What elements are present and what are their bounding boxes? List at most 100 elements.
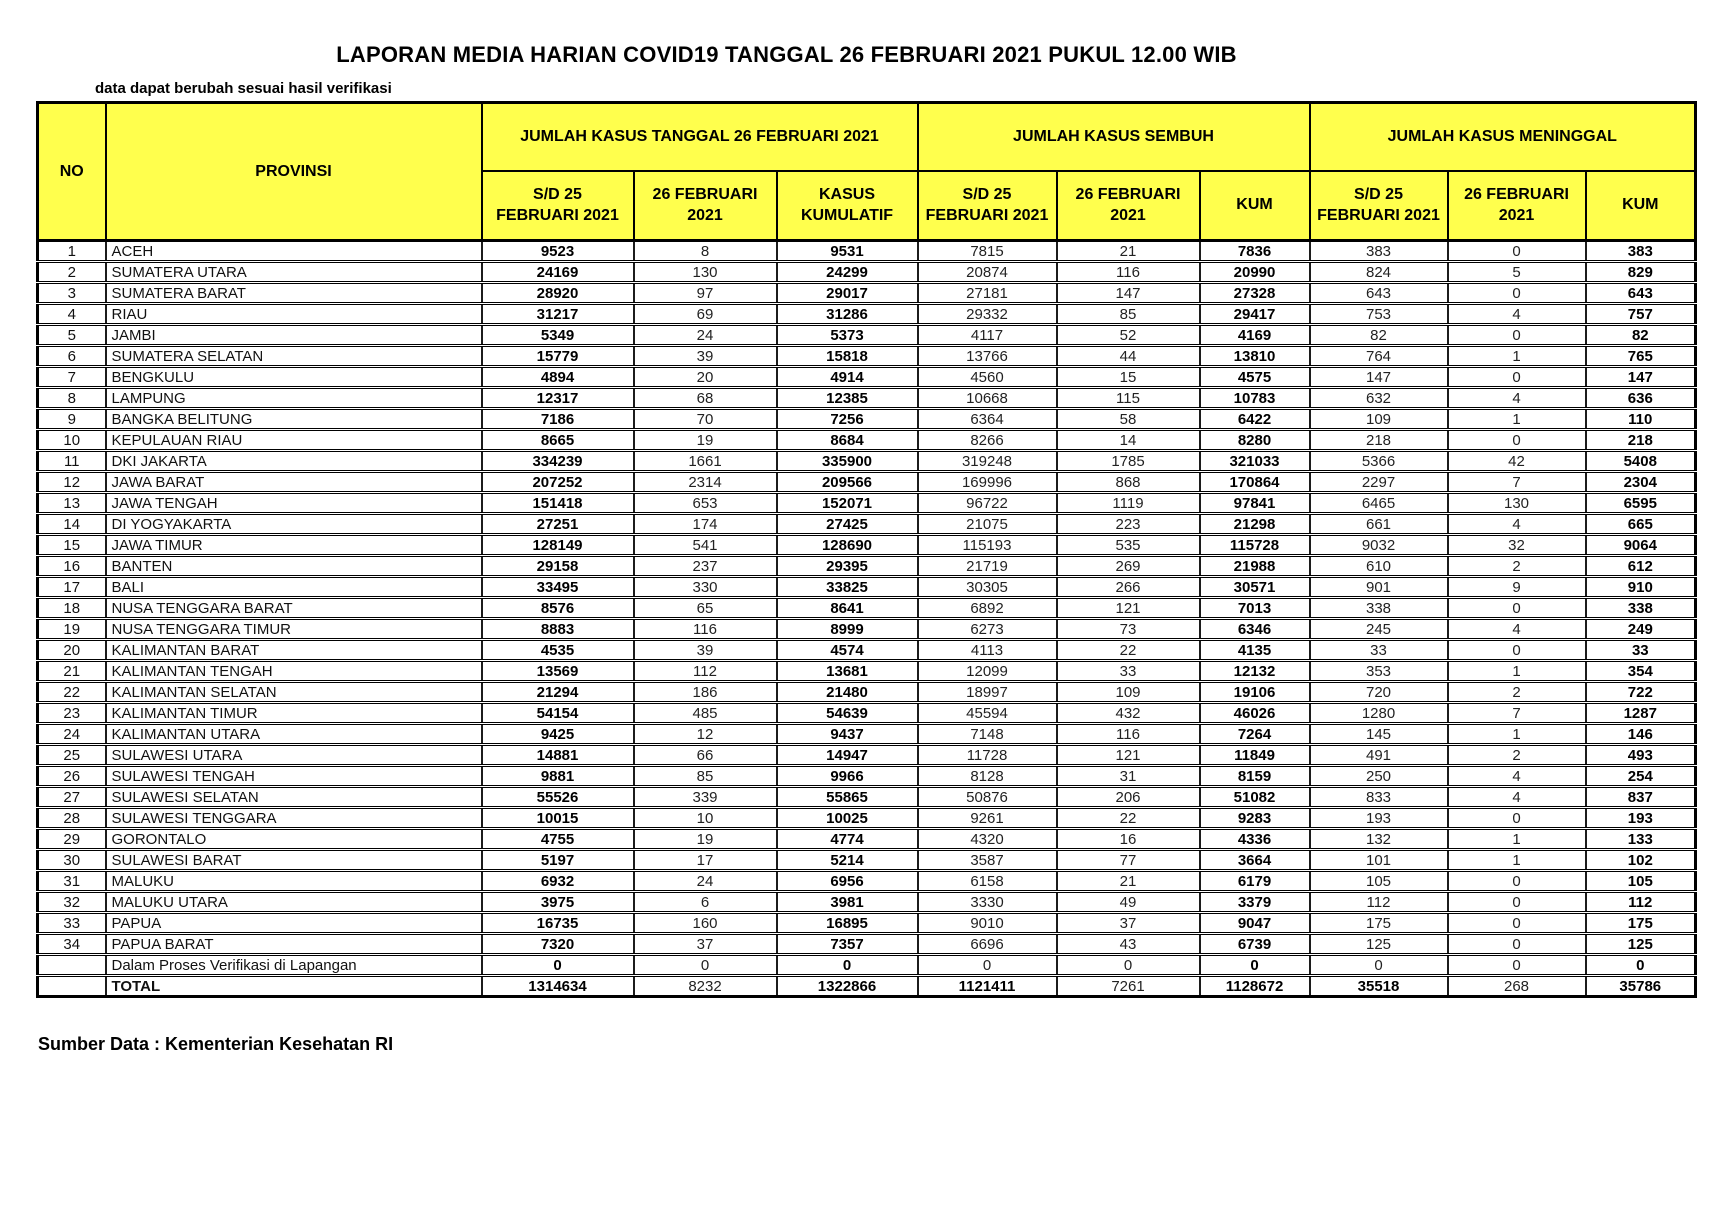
- row-number: 22: [36, 680, 107, 703]
- row-number: 7: [36, 365, 107, 388]
- value-cell: 4: [1446, 302, 1587, 325]
- value-cell: 6465: [1308, 491, 1449, 514]
- value-cell: 249: [1584, 617, 1697, 640]
- value-cell: 8684: [775, 428, 919, 451]
- value-cell: 9523: [480, 240, 635, 262]
- value-cell: 334239: [480, 449, 635, 472]
- province-name: ACEH: [104, 240, 483, 262]
- row-number: 24: [36, 722, 107, 745]
- value-cell: 186: [632, 680, 778, 703]
- value-cell: 2297: [1308, 470, 1449, 493]
- col-header-kasus-kumulatif: KASUS KUMULATIF: [775, 169, 919, 242]
- value-cell: 7: [1446, 701, 1587, 724]
- table-row: 24 KALIMANTAN UTARA 9425 12 9437 7148 116 7264 1…: [36, 722, 1697, 745]
- value-cell: 8576: [480, 596, 635, 619]
- value-cell: 20874: [916, 260, 1058, 283]
- col-header-meninggal-kum: KUM: [1584, 169, 1697, 242]
- value-cell: 147: [1308, 365, 1449, 388]
- value-cell: 0: [1446, 890, 1587, 913]
- value-cell: 9: [1446, 575, 1587, 598]
- value-cell: 1128672: [1198, 974, 1311, 997]
- table-row: 9 BANGKA BELITUNG 7186 70 7256 6364 58 6422 109 1…: [36, 407, 1697, 430]
- value-cell: 209566: [775, 470, 919, 493]
- value-cell: 37: [632, 932, 778, 955]
- row-number: 16: [36, 554, 107, 577]
- total-label: TOTAL: [104, 974, 483, 997]
- value-cell: 837: [1584, 785, 1697, 808]
- row-number: 6: [36, 344, 107, 367]
- province-name: PAPUA BARAT: [104, 932, 483, 955]
- value-cell: 1: [1446, 827, 1587, 850]
- province-name: RIAU: [104, 302, 483, 325]
- province-name: DI YOGYAKARTA: [104, 512, 483, 535]
- value-cell: 319248: [916, 449, 1058, 472]
- value-cell: 0: [1198, 953, 1311, 976]
- value-cell: 432: [1055, 701, 1201, 724]
- table-row: 4 RIAU 31217 69 31286 29332 85 29417 753 4 757: [36, 302, 1697, 325]
- col-header-kasus-26feb: 26 FEBRUARI 2021: [632, 169, 778, 242]
- value-cell: 77: [1055, 848, 1201, 871]
- value-cell: 1: [1446, 722, 1587, 745]
- value-cell: 12099: [916, 659, 1058, 682]
- table-row: 5 JAMBI 5349 24 5373 4117 52 4169 82 0 82: [36, 323, 1697, 346]
- value-cell: 632: [1308, 386, 1449, 409]
- value-cell: 9064: [1584, 533, 1697, 556]
- value-cell: 102: [1584, 848, 1697, 871]
- value-cell: 7357: [775, 932, 919, 955]
- value-cell: 69: [632, 302, 778, 325]
- value-cell: 753: [1308, 302, 1449, 325]
- value-cell: 54639: [775, 701, 919, 724]
- value-cell: 19106: [1198, 680, 1311, 703]
- value-cell: 1: [1446, 407, 1587, 430]
- value-cell: 14: [1055, 428, 1201, 451]
- value-cell: 20990: [1198, 260, 1311, 283]
- value-cell: 130: [1446, 491, 1587, 514]
- value-cell: 1280: [1308, 701, 1449, 724]
- value-cell: 5: [1446, 260, 1587, 283]
- value-cell: 29017: [775, 281, 919, 304]
- value-cell: 146: [1584, 722, 1697, 745]
- value-cell: 335900: [775, 449, 919, 472]
- value-cell: 4560: [916, 365, 1058, 388]
- value-cell: 30571: [1198, 575, 1311, 598]
- col-header-meninggal-sd25: S/D 25 FEBRUARI 2021: [1308, 169, 1449, 242]
- row-number: 11: [36, 449, 107, 472]
- row-number: 18: [36, 596, 107, 619]
- value-cell: 15818: [775, 344, 919, 367]
- value-cell: 145: [1308, 722, 1449, 745]
- value-cell: 383: [1308, 240, 1449, 262]
- value-cell: 73: [1055, 617, 1201, 640]
- value-cell: 765: [1584, 344, 1697, 367]
- value-cell: 722: [1584, 680, 1697, 703]
- value-cell: 610: [1308, 554, 1449, 577]
- value-cell: 254: [1584, 764, 1697, 787]
- value-cell: 9425: [480, 722, 635, 745]
- value-cell: 7261: [1055, 974, 1201, 997]
- value-cell: 21988: [1198, 554, 1311, 577]
- value-cell: 28920: [480, 281, 635, 304]
- value-cell: 268: [1446, 974, 1587, 997]
- value-cell: 112: [1584, 890, 1697, 913]
- table-row: 6 SUMATERA SELATAN 15779 39 15818 13766 44 1381…: [36, 344, 1697, 367]
- table-row: 27 SULAWESI SELATAN 55526 339 55865 50876 206 5…: [36, 785, 1697, 808]
- value-cell: 31286: [775, 302, 919, 325]
- value-cell: 354: [1584, 659, 1697, 682]
- table-row: 19 NUSA TENGGARA TIMUR 8883 116 8999 6273 73 63…: [36, 617, 1697, 640]
- value-cell: 116: [1055, 260, 1201, 283]
- value-cell: 8: [632, 240, 778, 262]
- value-cell: 4: [1446, 386, 1587, 409]
- value-cell: 4320: [916, 827, 1058, 850]
- value-cell: 7256: [775, 407, 919, 430]
- row-number: 20: [36, 638, 107, 661]
- value-cell: 8266: [916, 428, 1058, 451]
- table-row: 15 JAWA TIMUR 128149 541 128690 115193 535 1157…: [36, 533, 1697, 556]
- value-cell: 115193: [916, 533, 1058, 556]
- value-cell: 33825: [775, 575, 919, 598]
- value-cell: 16: [1055, 827, 1201, 850]
- value-cell: 169996: [916, 470, 1058, 493]
- value-cell: 13810: [1198, 344, 1311, 367]
- row-number: 30: [36, 848, 107, 871]
- value-cell: 4774: [775, 827, 919, 850]
- value-cell: 97: [632, 281, 778, 304]
- value-cell: 44: [1055, 344, 1201, 367]
